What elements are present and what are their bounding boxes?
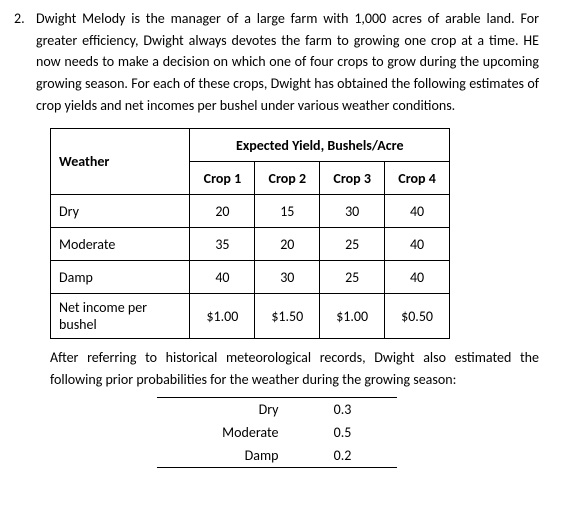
prob-value: 0.2 xyxy=(289,444,397,468)
cell: 30 xyxy=(320,195,385,228)
col-header: Crop 3 xyxy=(320,162,385,195)
after-table-text: After referring to historical meteorolog… xyxy=(50,347,539,390)
page-container: 2. Dwight Melody is the manager of a lar… xyxy=(0,0,565,509)
yield-table: Weather Expected Yield, Bushels/Acre Cro… xyxy=(50,128,450,339)
cell: $1.50 xyxy=(255,294,320,339)
cell: 15 xyxy=(255,195,320,228)
cell: 30 xyxy=(255,261,320,294)
cell: 40 xyxy=(385,261,450,294)
col-header: Crop 2 xyxy=(255,162,320,195)
cell: $0.50 xyxy=(385,294,450,339)
table-row: Damp 0.2 xyxy=(157,444,397,468)
table-row: Net income per bushel $1.00 $1.50 $1.00 … xyxy=(51,294,450,339)
cell: 25 xyxy=(320,228,385,261)
cell: 20 xyxy=(190,195,255,228)
yield-table-wrap: Weather Expected Yield, Bushels/Acre Cro… xyxy=(50,128,450,339)
table-row: Moderate 0.5 xyxy=(157,421,397,444)
cell: $1.00 xyxy=(320,294,385,339)
cell: 40 xyxy=(190,261,255,294)
row-label: Moderate xyxy=(51,228,190,261)
row-label: Dry xyxy=(51,195,190,228)
question-text: Dwight Melody is the manager of a large … xyxy=(36,8,539,116)
yield-span-header: Expected Yield, Bushels/Acre xyxy=(190,129,450,162)
row-label: Net income per bushel xyxy=(51,294,190,339)
prob-value: 0.3 xyxy=(289,397,397,421)
cell: 40 xyxy=(385,228,450,261)
prob-label: Dry xyxy=(157,397,289,421)
prob-table-wrap: Dry 0.3 Moderate 0.5 Damp 0.2 xyxy=(157,397,397,468)
cell: 20 xyxy=(255,228,320,261)
question-row: 2. Dwight Melody is the manager of a lar… xyxy=(14,8,539,116)
col-header: Crop 4 xyxy=(385,162,450,195)
prob-table: Dry 0.3 Moderate 0.5 Damp 0.2 xyxy=(157,397,397,468)
table-row: Damp 40 30 25 40 xyxy=(51,261,450,294)
cell: 40 xyxy=(385,195,450,228)
table-row: Dry 20 15 30 40 xyxy=(51,195,450,228)
col-header: Crop 1 xyxy=(190,162,255,195)
cell: 25 xyxy=(320,261,385,294)
table-row: Weather Expected Yield, Bushels/Acre xyxy=(51,129,450,162)
table-row: Moderate 35 20 25 40 xyxy=(51,228,450,261)
prob-value: 0.5 xyxy=(289,421,397,444)
prob-label: Damp xyxy=(157,444,289,468)
prob-label: Moderate xyxy=(157,421,289,444)
cell: 35 xyxy=(190,228,255,261)
table-row: Dry 0.3 xyxy=(157,397,397,421)
cell: $1.00 xyxy=(190,294,255,339)
weather-header-cell: Weather xyxy=(51,129,190,195)
question-number: 2. xyxy=(14,8,36,30)
row-label: Damp xyxy=(51,261,190,294)
